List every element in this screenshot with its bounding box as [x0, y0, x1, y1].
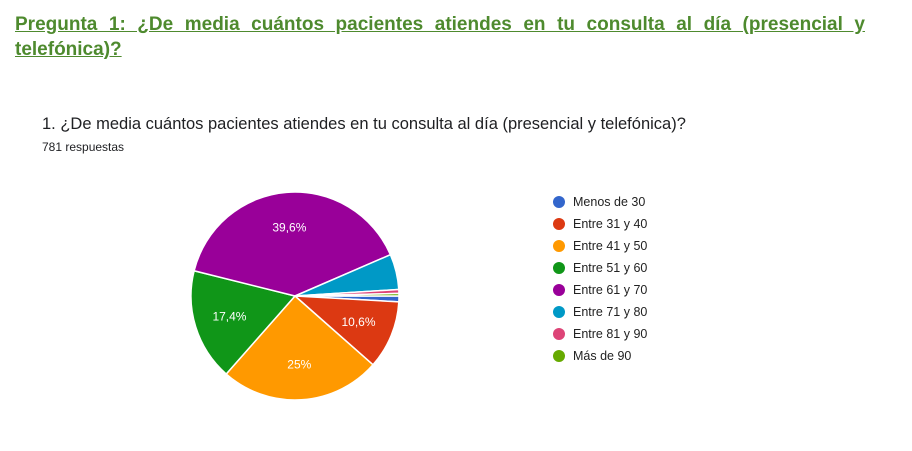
- pie-slice-1: [292, 295, 400, 366]
- pie-slice-7: [294, 292, 400, 297]
- legend-item: Entre 61 y 70: [553, 279, 647, 301]
- legend-item: Más de 90: [553, 345, 647, 367]
- legend-label: Entre 71 y 80: [573, 305, 648, 319]
- pie-slice-2: [225, 294, 375, 401]
- pie-slice-3: [190, 269, 297, 376]
- legend-item: Entre 71 y 80: [553, 301, 647, 323]
- legend-label: Más de 90: [573, 349, 632, 363]
- legend-label: Entre 41 y 50: [573, 239, 648, 253]
- legend-swatch: [553, 240, 565, 252]
- data-label: 10,6%: [341, 315, 375, 329]
- legend-item: Entre 51 y 60: [553, 257, 647, 279]
- legend-swatch: [553, 328, 565, 340]
- legend: Menos de 30 Entre 31 y 40 Entre 41 y 50 Ent…: [553, 191, 647, 367]
- legend-item: Entre 81 y 90: [553, 323, 647, 345]
- legend-label: Entre 81 y 90: [573, 327, 648, 341]
- pie-slice-4: [193, 191, 392, 297]
- legend-label: Entre 31 y 40: [573, 217, 648, 231]
- data-label: 17,4%: [212, 309, 246, 323]
- legend-swatch: [553, 350, 565, 362]
- legend-swatch: [553, 262, 565, 274]
- legend-swatch: [553, 196, 565, 208]
- chart-title: 1. ¿De media cuántos pacientes atiendes …: [42, 115, 686, 133]
- legend-swatch: [553, 306, 565, 318]
- legend-item: Entre 41 y 50: [553, 235, 647, 257]
- data-label: 25%: [287, 358, 311, 372]
- legend-label: Entre 61 y 70: [573, 283, 648, 297]
- response-count: 781 respuestas: [42, 140, 125, 154]
- legend-item: Entre 31 y 40: [553, 213, 647, 235]
- legend-item: Menos de 30: [553, 191, 647, 213]
- legend-label: Menos de 30: [573, 195, 646, 209]
- page-title: Pregunta 1: ¿De media cuántos pacientes …: [15, 14, 865, 60]
- data-label: 39,6%: [272, 221, 306, 235]
- legend-label: Entre 51 y 60: [573, 261, 648, 275]
- legend-swatch: [553, 284, 565, 296]
- legend-swatch: [553, 218, 565, 230]
